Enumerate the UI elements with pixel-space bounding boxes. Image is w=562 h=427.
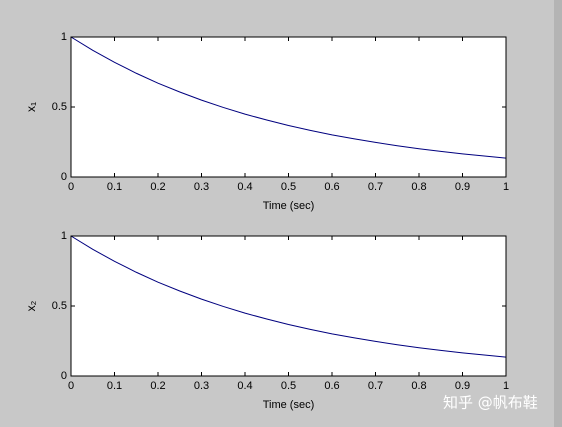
x-tick-label: 0.6: [324, 380, 339, 392]
axes-area: [71, 37, 506, 177]
x-tick-label: 0.3: [194, 181, 209, 193]
x-tick-label: 0: [68, 181, 74, 193]
x-tick-label: 0.9: [455, 181, 470, 193]
x-tick-label: 0.5: [281, 181, 296, 193]
y-tick-label: 0: [61, 171, 67, 183]
y-tick-label: 1: [61, 31, 67, 43]
x-axis-label: Time (sec): [263, 200, 315, 212]
x-tick-label: 0.1: [107, 181, 122, 193]
x-tick-label: 0.6: [324, 181, 339, 193]
x-tick-label: 0.5: [281, 380, 296, 392]
x-tick-label: 0.2: [150, 380, 165, 392]
y-tick-label: 0.5: [52, 300, 67, 312]
axes-area: [71, 236, 506, 376]
x-tick-label: 0.9: [455, 380, 470, 392]
x-tick-label: 0.1: [107, 380, 122, 392]
x-tick-label: 0: [68, 380, 74, 392]
line: [70, 36, 507, 159]
y-tick-label: 0: [61, 370, 67, 382]
x-tick-label: 0.8: [411, 380, 426, 392]
window-edge: [554, 0, 562, 427]
x-tick-label: 0.7: [368, 380, 383, 392]
y-axis-label: x₁: [24, 102, 38, 112]
x-tick-label: 0.4: [237, 181, 252, 193]
x-tick-label: 0.3: [194, 380, 209, 392]
x-tick-label: 0.7: [368, 181, 383, 193]
x-tick-label: 1: [503, 181, 509, 193]
watermark: 知乎 @帆布鞋: [443, 394, 538, 412]
x-tick-label: 1: [503, 380, 509, 392]
y-tick-label: 0.5: [52, 101, 67, 113]
x-axis-label: Time (sec): [263, 399, 315, 411]
y-tick-label: 1: [61, 230, 67, 242]
y-axis-label: x₂: [24, 300, 38, 311]
line: [70, 235, 507, 358]
x-tick-label: 0.8: [411, 181, 426, 193]
x-tick-label: 0.2: [150, 181, 165, 193]
x-tick-label: 0.4: [237, 380, 252, 392]
